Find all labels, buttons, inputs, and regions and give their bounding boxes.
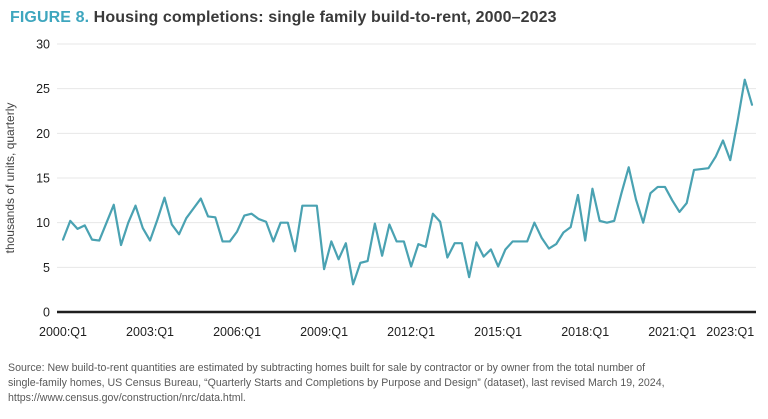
y-tick-label: 5 <box>43 261 50 275</box>
x-tick-label: 2023:Q1 <box>706 325 754 339</box>
figure-title-text: Housing completions: single family build… <box>89 9 557 26</box>
y-tick-label: 10 <box>36 216 50 230</box>
x-tick-label: 2018:Q1 <box>561 325 609 339</box>
data-line <box>61 78 754 286</box>
x-tick-label: 2003:Q1 <box>126 325 174 339</box>
source-line: Source: New build-to-rent quantities are… <box>8 362 646 374</box>
source-note: Source: New build-to-rent quantities are… <box>8 361 762 406</box>
x-tick-label: 2000:Q1 <box>39 325 87 339</box>
y-tick-label: 30 <box>36 38 50 52</box>
chart: 0 5 10 15 20 25 30 2000:Q1 2003:Q1 2006:Q1 2009:Q1… <box>3 38 756 339</box>
y-axis-title: thousands of units, quarterly <box>3 103 17 254</box>
y-tick-label: 25 <box>36 82 50 96</box>
x-tick-label: 2012:Q1 <box>387 325 435 339</box>
y-tick-label: 20 <box>36 127 50 141</box>
source-line: https://www.census.gov/construction/nrc/… <box>8 392 246 405</box>
x-tick-label: 2015:Q1 <box>474 325 522 339</box>
x-tick-label: 2021:Q1 <box>648 325 696 339</box>
y-tick-label: 0 <box>43 306 50 320</box>
x-tick-label: 2009:Q1 <box>300 325 348 339</box>
y-tick-label: 15 <box>36 172 50 186</box>
figure-number-label: FIGURE 8. <box>10 9 90 26</box>
source-line: single-family homes, US Census Bureau, “… <box>8 377 665 390</box>
x-tick-label: 2006:Q1 <box>213 325 261 339</box>
figure-title: FIGURE 8. Housing completions: single fa… <box>10 9 557 27</box>
